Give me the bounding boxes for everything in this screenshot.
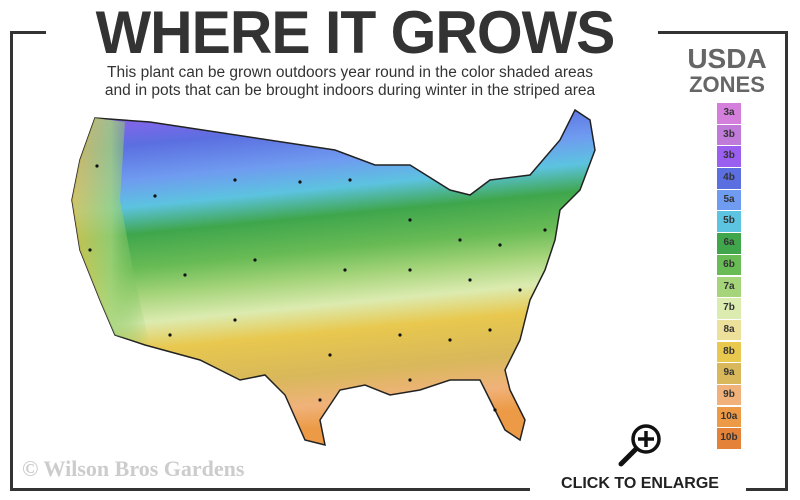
legend-zone-3b: 3b (717, 146, 741, 167)
frame-left (10, 31, 13, 491)
click-to-enlarge-label: CLICK TO ENLARGE (561, 475, 719, 492)
legend-zone-4b: 4b (717, 168, 741, 189)
legend-zone-6a: 6a (717, 233, 741, 254)
legend-zone-9a: 9a (717, 363, 741, 384)
legend-zone-8a: 8a (717, 319, 741, 341)
legend-zone-3a: 3a (717, 103, 741, 124)
us-outline (71, 108, 596, 447)
page-title: WHERE IT GROWS (95, 0, 616, 66)
legend-zone-3b: 3b (717, 124, 741, 146)
frame-bottom-right (746, 488, 788, 491)
west-coast-zones (72, 118, 150, 345)
subtitle: This plant can be grown outdoors year ro… (40, 64, 660, 100)
legend-title: USDA ZONES (687, 43, 767, 98)
subtitle-line-2: and in pots that can be brought indoors … (104, 82, 596, 99)
frame-right (785, 31, 788, 491)
legend-zone-9b: 9b (717, 384, 741, 406)
legend-zone-5a: 5a (717, 189, 741, 211)
frame-top-right (658, 31, 788, 34)
legend-zone-10a: 10a (717, 406, 741, 428)
legend-zone-7b: 7b (717, 298, 741, 319)
click-to-enlarge-button[interactable]: CLICK TO ENLARGE (540, 422, 740, 493)
legend-zone-6b: 6b (717, 254, 741, 276)
frame-top-left (10, 31, 46, 34)
copyright-watermark: © Wilson Bros Gardens (22, 456, 245, 481)
legend-zone-5b: 5b (717, 211, 741, 232)
zone-legend: 3a 3b 3b 4b 5a 5b 6a 6b 7a 7b 8a 8b 9a 9b 10a 10b (717, 103, 741, 450)
zoom-in-magnifier-icon (618, 424, 661, 467)
frame-bottom-left (10, 488, 530, 491)
legend-zone-8b: 8b (717, 341, 741, 363)
subtitle-line-1: This plant can be grown outdoors year ro… (107, 64, 593, 81)
legend-zone-7a: 7a (717, 276, 741, 297)
state-capital-dots (88, 164, 547, 412)
legend-zone-10b: 10b (717, 428, 741, 449)
